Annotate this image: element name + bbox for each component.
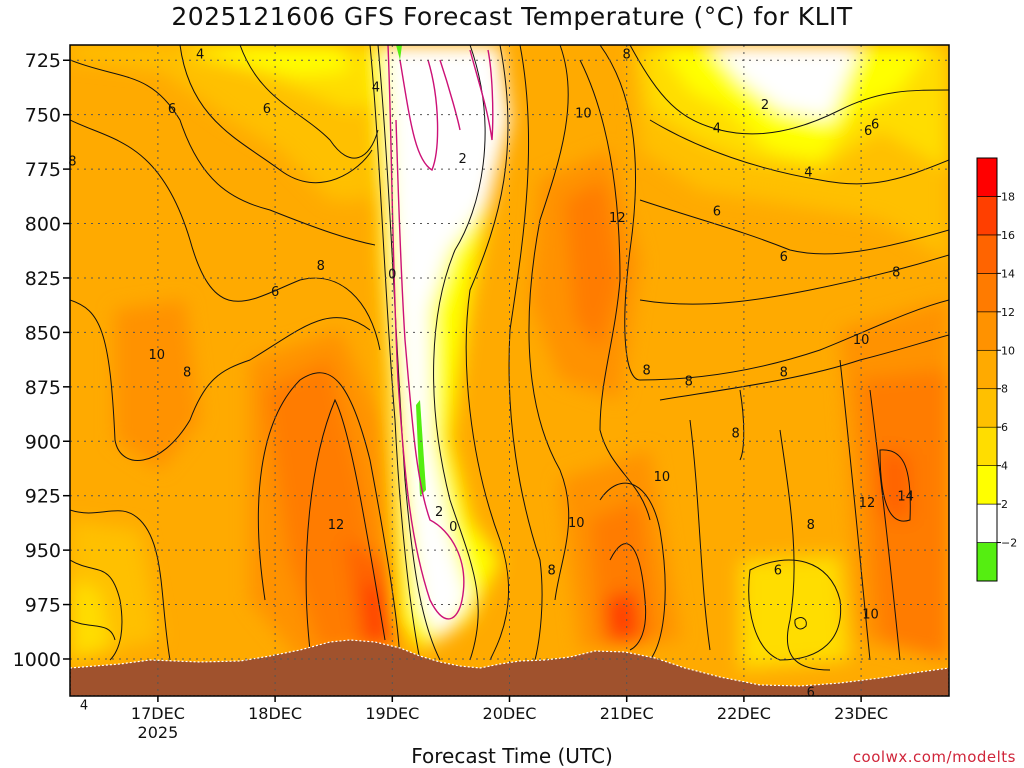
contour-label: 8 bbox=[780, 366, 788, 381]
colorbar-swatch bbox=[976, 157, 998, 197]
contour-label: 6 bbox=[271, 285, 279, 300]
contour-label: 8 bbox=[807, 518, 815, 533]
x-axis-label: Forecast Time (UTC) bbox=[411, 744, 613, 768]
contour-label: 10 bbox=[568, 516, 585, 531]
y-axis: 725 750 775 800 825 850 875 900 925 950 975 1000 bbox=[13, 50, 70, 671]
contour-label: 6 bbox=[774, 564, 782, 579]
colorbar-swatch bbox=[976, 542, 998, 582]
chart-title: 2025121606 GFS Forecast Temperature (°C)… bbox=[171, 2, 853, 31]
colorbar-label: 2 bbox=[1001, 498, 1008, 511]
contour-label: 6 bbox=[807, 686, 815, 701]
contour-label: 0 bbox=[388, 268, 396, 283]
colorbar-swatch bbox=[976, 196, 998, 236]
y-tick-label: 975 bbox=[25, 595, 61, 617]
contour-label: 6 bbox=[168, 102, 176, 117]
contour-label: 6 bbox=[713, 204, 721, 219]
y-tick-label: 925 bbox=[25, 486, 61, 508]
contour-label: 2 bbox=[458, 152, 466, 167]
colorbar-legend: 18 16 14 12 10 8 6 4 2 −2 bbox=[976, 157, 1017, 582]
y-tick-label: 900 bbox=[25, 431, 61, 453]
contour-label: 8 bbox=[68, 154, 76, 169]
contour-label: 8 bbox=[548, 564, 556, 579]
y-tick-label: 725 bbox=[25, 50, 61, 72]
colorbar-label: 12 bbox=[1001, 306, 1015, 319]
y-tick-label: 1000 bbox=[13, 649, 61, 671]
y-tick-label: 825 bbox=[25, 268, 61, 290]
contour-label: 8 bbox=[183, 366, 191, 381]
colorbar-swatch bbox=[976, 311, 998, 351]
contour-label: 10 bbox=[654, 470, 671, 485]
contour-label: 8 bbox=[685, 374, 693, 389]
colorbar-swatch bbox=[976, 503, 998, 543]
colorbar-swatch bbox=[976, 234, 998, 274]
x-tick-label: 19DEC bbox=[365, 704, 419, 723]
colorbar-label: 8 bbox=[1001, 383, 1008, 396]
y-tick-label: 750 bbox=[25, 105, 61, 127]
y-tick-label: 775 bbox=[25, 159, 61, 181]
x-tick-label: 17DEC bbox=[131, 704, 185, 723]
y-tick-label: 950 bbox=[25, 540, 61, 562]
y-tick-label: 875 bbox=[25, 377, 61, 399]
contour-label: 10 bbox=[148, 348, 165, 363]
colorbar-label: 6 bbox=[1001, 421, 1008, 434]
contour-label: 8 bbox=[623, 48, 631, 63]
contour-label: 10 bbox=[575, 106, 592, 121]
colorbar-label: 4 bbox=[1001, 460, 1008, 473]
contour-label: 6 bbox=[864, 124, 872, 139]
x-tick-label: 20DEC bbox=[483, 704, 537, 723]
contour-label: 14 bbox=[897, 490, 914, 505]
contour-label: 4 bbox=[713, 122, 721, 137]
freezing-contours bbox=[387, 45, 494, 620]
x-tick-label: 21DEC bbox=[600, 704, 654, 723]
y-tick-label: 800 bbox=[25, 214, 61, 236]
colorbar-swatch bbox=[976, 426, 998, 466]
colorbar-swatch bbox=[976, 465, 998, 505]
contour-label: 4 bbox=[804, 165, 812, 180]
contour-label: 2 bbox=[761, 98, 769, 113]
contour-label: 8 bbox=[732, 427, 740, 442]
x-tick-sublabel: 2025 bbox=[138, 723, 179, 742]
contour-label: 2 bbox=[435, 505, 443, 520]
y-tick-label: 850 bbox=[25, 322, 61, 344]
colorbar-label: 18 bbox=[1001, 190, 1015, 203]
contour-label: 8 bbox=[892, 265, 900, 280]
contour-label: 10 bbox=[862, 607, 879, 622]
colorbar-label: 10 bbox=[1001, 344, 1015, 357]
contour-label: 0 bbox=[449, 520, 457, 535]
contour-label: 8 bbox=[317, 259, 325, 274]
colorbar-swatch bbox=[976, 388, 998, 428]
colorbar-label: 14 bbox=[1001, 267, 1015, 280]
contour-label: 4 bbox=[196, 48, 204, 63]
contour-label: 10 bbox=[853, 333, 870, 348]
contour-lines bbox=[70, 45, 949, 671]
colorbar-swatch bbox=[976, 349, 998, 390]
colorbar-swatch bbox=[976, 273, 998, 313]
contour-label: 6 bbox=[263, 102, 271, 117]
credit-link[interactable]: coolwx.com/modelts bbox=[852, 748, 1016, 766]
contour-label: 4 bbox=[372, 80, 380, 95]
colorbar-label: 16 bbox=[1001, 229, 1015, 242]
contour-label: 12 bbox=[859, 496, 876, 511]
contour-label: 4 bbox=[80, 699, 88, 714]
colorbar-frame bbox=[976, 157, 998, 582]
colorbar-label: −2 bbox=[1001, 537, 1017, 550]
contour-label: 6 bbox=[780, 250, 788, 265]
contour-label: 12 bbox=[328, 518, 345, 533]
contour-label: 6 bbox=[871, 117, 879, 132]
contour-label: 12 bbox=[609, 211, 626, 226]
contour-label: 8 bbox=[642, 363, 650, 378]
x-tick-label: 18DEC bbox=[248, 704, 302, 723]
x-tick-label: 23DEC bbox=[834, 704, 888, 723]
x-tick-label: 22DEC bbox=[717, 704, 771, 723]
